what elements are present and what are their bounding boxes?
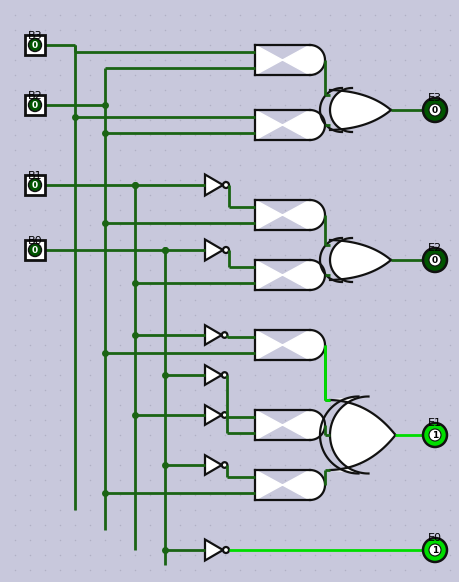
Polygon shape	[205, 455, 221, 475]
Text: 0: 0	[431, 106, 437, 115]
Polygon shape	[254, 410, 325, 440]
Circle shape	[428, 254, 440, 266]
Circle shape	[221, 462, 227, 468]
Polygon shape	[205, 240, 223, 261]
Circle shape	[422, 423, 446, 447]
Circle shape	[422, 98, 446, 122]
Polygon shape	[329, 238, 390, 282]
Circle shape	[223, 247, 229, 253]
Polygon shape	[254, 330, 325, 360]
Circle shape	[223, 547, 229, 553]
Text: 0: 0	[32, 101, 38, 110]
Circle shape	[428, 104, 440, 116]
Bar	[25, 35, 45, 55]
Circle shape	[428, 429, 440, 441]
Text: 0: 0	[431, 256, 437, 265]
Polygon shape	[254, 200, 325, 230]
Polygon shape	[254, 110, 325, 140]
Text: E3: E3	[427, 93, 441, 103]
Text: E1: E1	[427, 418, 441, 428]
Text: E2: E2	[427, 243, 441, 253]
Polygon shape	[254, 260, 325, 290]
Circle shape	[28, 243, 41, 257]
Polygon shape	[205, 325, 221, 345]
Text: 0: 0	[32, 41, 38, 50]
Bar	[25, 95, 45, 115]
Circle shape	[428, 544, 440, 556]
Polygon shape	[329, 396, 395, 474]
Polygon shape	[329, 88, 390, 132]
Circle shape	[221, 332, 227, 338]
Circle shape	[422, 248, 446, 272]
Text: B2: B2	[28, 90, 42, 101]
Text: 0: 0	[32, 181, 38, 190]
Circle shape	[223, 182, 229, 188]
Text: B1: B1	[28, 171, 42, 180]
Polygon shape	[254, 45, 325, 75]
Polygon shape	[205, 540, 223, 560]
Circle shape	[28, 179, 41, 191]
Circle shape	[28, 38, 41, 51]
Text: 1: 1	[431, 431, 437, 440]
Circle shape	[221, 372, 227, 378]
Text: B3: B3	[28, 30, 42, 41]
Circle shape	[221, 412, 227, 418]
Text: E0: E0	[427, 533, 441, 543]
Bar	[25, 175, 45, 195]
Text: 1: 1	[431, 546, 437, 555]
Polygon shape	[205, 175, 223, 196]
Polygon shape	[205, 405, 221, 425]
Circle shape	[28, 98, 41, 112]
Text: 0: 0	[32, 246, 38, 255]
Bar	[25, 240, 45, 260]
Polygon shape	[254, 470, 325, 500]
Polygon shape	[205, 365, 221, 385]
Text: B0: B0	[28, 236, 42, 246]
Circle shape	[422, 538, 446, 562]
